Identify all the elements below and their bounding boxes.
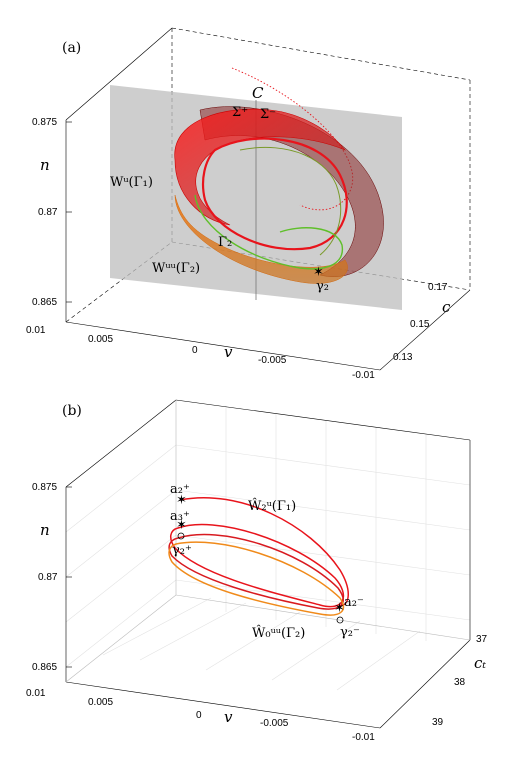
a-tick-n-2: 0.865 [32,297,57,308]
gamma2-star: ✶ [313,265,324,280]
b-tick-n-2: 0.865 [32,662,57,673]
gamma2-orbit-upper [239,146,342,256]
b-tick-ct-2: 39 [432,717,444,728]
panel-a-n-ticks [66,121,72,303]
a-axis-v-label: v [224,343,233,361]
b-tick-n-1: 0.87 [38,572,58,583]
label-W0uu: Ŵ₀ᵘᵘ(Γ₂) [252,625,305,641]
label-a3p: a₃⁺ [170,509,190,524]
a-tick-v-0: 0.01 [26,325,46,336]
label-W2u: Ŵ₂ᵘ(Γ₁) [248,498,296,514]
b-tick-v-2: 0 [196,710,202,721]
a-tick-n-0: 0.875 [32,117,57,128]
a-tick-v-3: -0.005 [258,355,287,366]
label-a2m: a₂⁻ [344,595,364,610]
b-axis-n-label: n [40,521,50,539]
panel-b-label: (b) [62,403,82,419]
a-tick-v-4: -0.01 [352,370,375,381]
b-axis-ct-label: cₜ [474,654,486,672]
marker-g2p [177,532,185,540]
curve-W2u-loop-2 [168,533,344,610]
panel-a: ✶ 0.875 0.87 0.865 n 0.01 0.005 0 -0.005… [26,27,471,381]
marker-g2m [336,616,344,624]
label-g2p: γ₂⁺ [172,543,192,558]
b-axis-v-label: v [224,708,233,726]
b-tick-v-1: 0.005 [88,697,113,708]
label-gamma2: γ₂ [316,279,329,294]
panel-b: ✶ ✶ ✶ 0.875 0.87 0.865 n 0.01 0.005 0 -0… [26,399,488,743]
label-sigma-plus: Σ⁺ [232,105,248,120]
label-sigma-minus: Σ⁻ [260,107,276,122]
panel-a-label: (a) [62,40,81,56]
a-axis-n-label: n [40,156,50,174]
a-tick-n-1: 0.87 [38,207,58,218]
manifold-loop [201,137,348,251]
b-tick-v-4: -0.01 [352,732,375,743]
marker-a2m: ✶ [334,601,345,616]
marker-a3p: ✶ [176,518,187,533]
panel-b-box [65,399,471,729]
gamma2-orbit [194,194,344,270]
label-a2p: a₂⁺ [170,482,190,497]
panel-b-n-ticks [66,486,72,668]
a-tick-v-1: 0.005 [88,334,113,345]
a-tick-c-0: 0.17 [428,282,448,293]
a-tick-v-2: 0 [192,345,198,356]
a-tick-c-1: 0.15 [410,319,430,330]
label-g2m: γ₂⁻ [340,625,360,640]
b-tick-ct-0: 37 [476,634,488,645]
curve-W2u-outer [179,496,349,607]
b-tick-v-3: -0.005 [260,718,289,729]
b-tick-n-0: 0.875 [32,482,57,493]
label-C: C [252,84,264,102]
b-tick-v-0: 0.01 [26,688,46,699]
strong-unstable-manifold [174,194,348,284]
label-Wuu: Wᵘᵘ(Γ₂) [152,261,200,276]
marker-a2p: ✶ [176,493,187,508]
label-Gamma2: Γ₂ [218,235,232,250]
curve-W2u-loop-1 [170,523,345,608]
curve-W0uu [168,541,345,616]
b-tick-ct-1: 38 [454,677,466,688]
panel-b-grid [65,399,471,691]
a-axis-c-label: c [442,298,451,316]
a-tick-c-2: 0.13 [393,352,413,363]
label-Wu: Wᵘ(Γ₁) [110,175,153,190]
